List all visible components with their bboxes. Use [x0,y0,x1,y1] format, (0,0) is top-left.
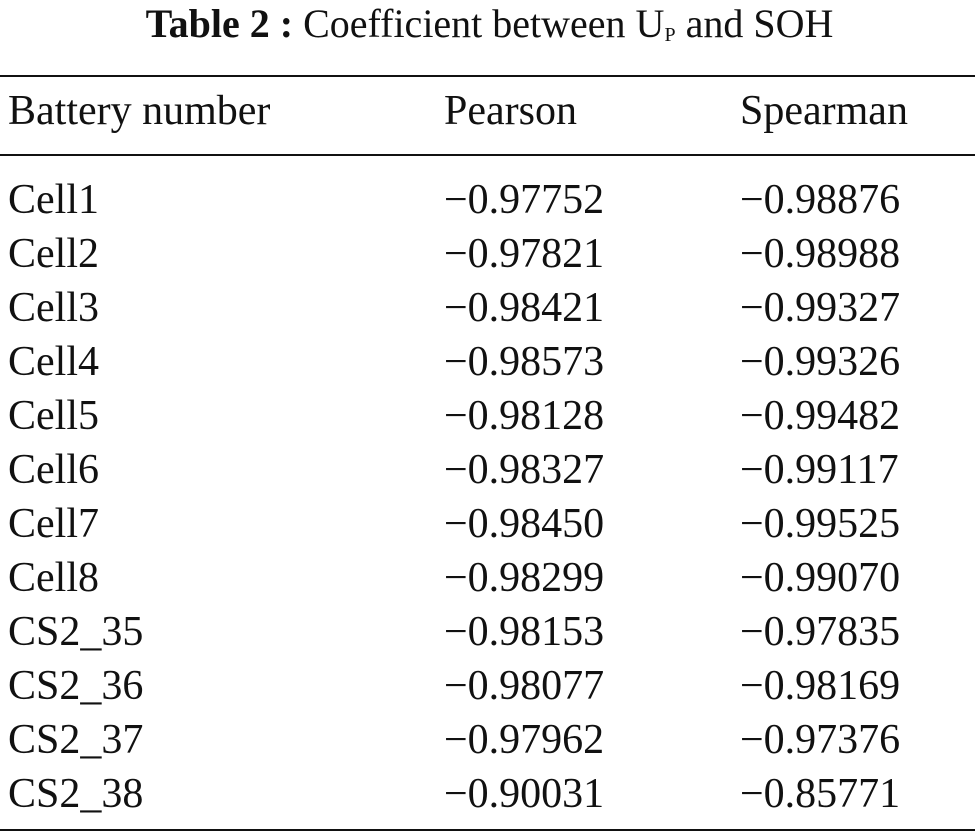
table-cell: −0.97835 [740,609,901,655]
table-cell: −0.98327 [444,447,605,493]
table-cell: −0.90031 [444,771,605,817]
caption-end: and SOH [685,1,834,46]
table-cell: −0.98876 [740,177,901,223]
table-cell: Cell8 [8,555,99,601]
table-cell: −0.98153 [444,609,605,655]
table-cell: −0.97376 [740,717,901,763]
table-cell: −0.97821 [444,231,605,277]
table-cell: −0.85771 [740,771,901,817]
table-cell: −0.99525 [740,501,901,547]
table-cell: Cell7 [8,501,99,547]
bottom-rule [0,829,975,831]
table-cell: −0.99482 [740,393,901,439]
table-cell: −0.99070 [740,555,901,601]
subscript: P [664,24,676,46]
table-cell: −0.98421 [444,285,605,331]
header-rule [0,154,975,156]
table-cell: −0.97962 [444,717,605,763]
table-cell: CS2_36 [8,663,144,709]
table-cell: −0.98128 [444,393,605,439]
table-label: Table 2 : [145,1,294,46]
table-cell: Cell3 [8,285,99,331]
table-cell: −0.98169 [740,663,901,709]
table-cell: CS2_35 [8,609,144,655]
table-cell: Cell6 [8,447,99,493]
table-cell: −0.98450 [444,501,605,547]
table-cell: Cell5 [8,393,99,439]
table-cell: Cell4 [8,339,99,385]
table-cell: CS2_37 [8,717,144,763]
table-cell: −0.98573 [444,339,605,385]
top-rule [0,75,975,77]
table-cell: −0.97752 [444,177,605,223]
header-cell: Battery number [8,88,271,134]
table-title: Table 2 : Coefficient between UP and SOH [0,0,979,59]
table-cell: −0.99117 [740,447,899,493]
table-cell: −0.98299 [444,555,605,601]
header-cell: Spearman [740,88,908,134]
header-cell: Pearson [444,88,577,134]
table-cell: −0.99326 [740,339,901,385]
caption: Coefficient between U [303,1,665,46]
table-cell: CS2_38 [8,771,144,817]
table-cell: −0.98077 [444,663,605,709]
table-cell: Cell1 [8,177,99,223]
table-cell: −0.98988 [740,231,901,277]
table-cell: −0.99327 [740,285,901,331]
table-cell: Cell2 [8,231,99,277]
